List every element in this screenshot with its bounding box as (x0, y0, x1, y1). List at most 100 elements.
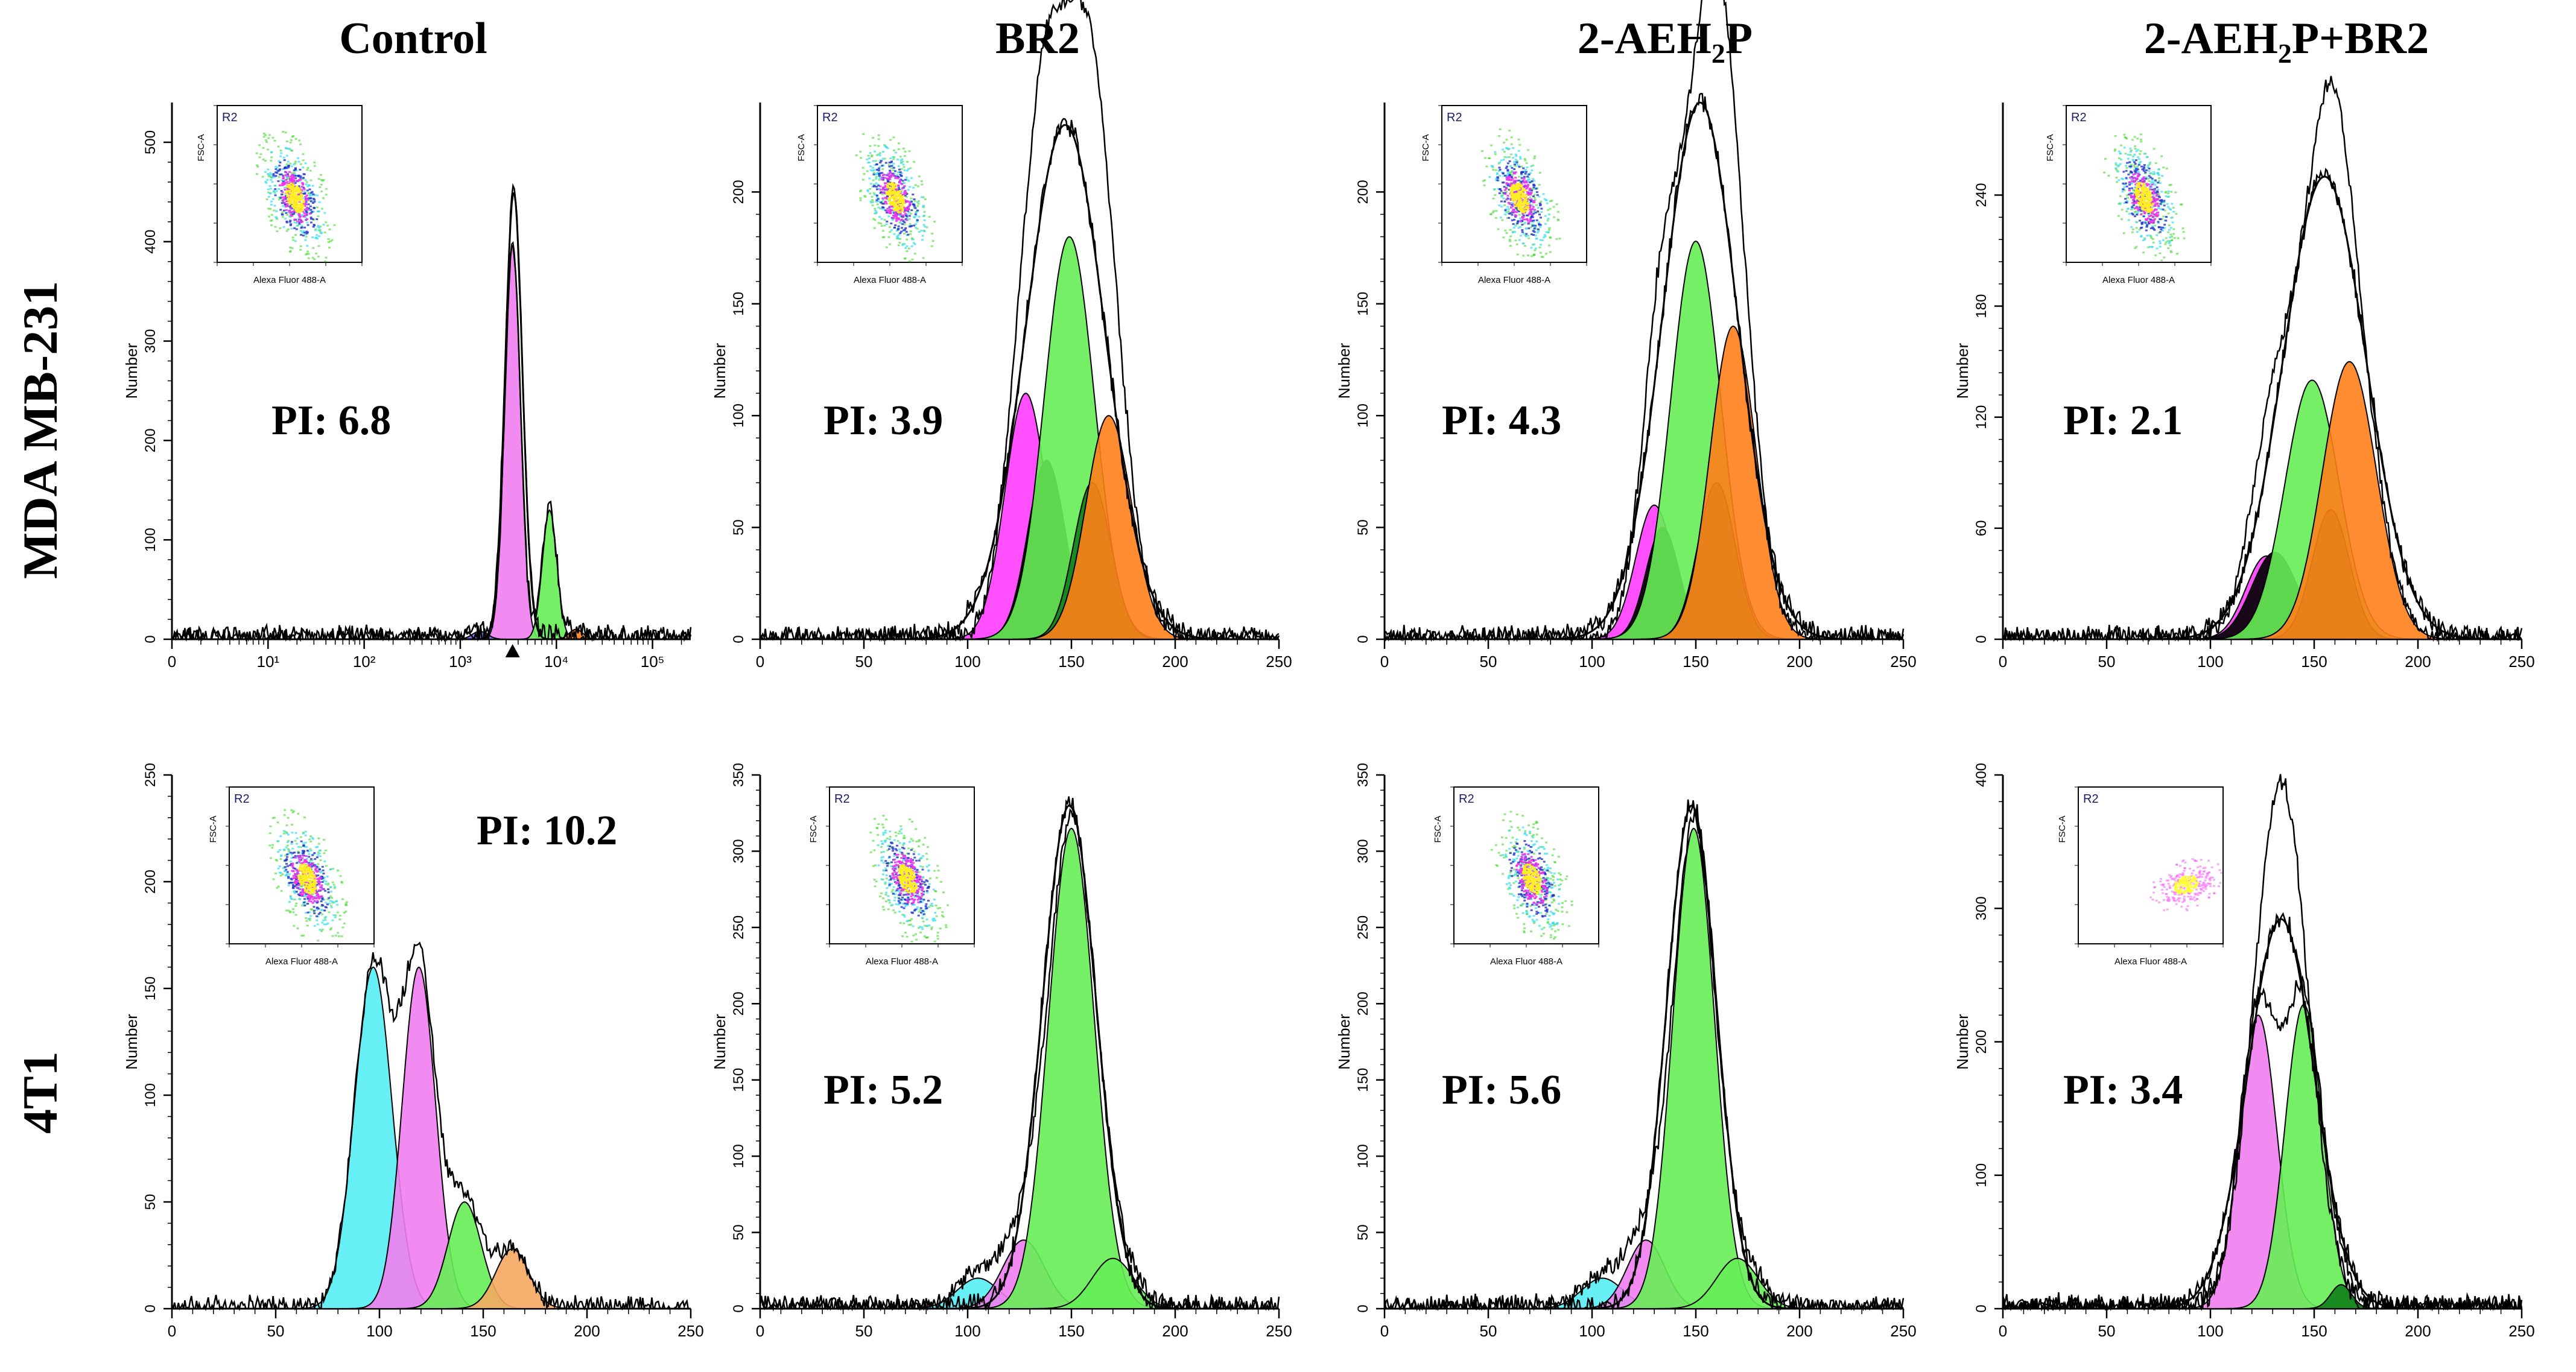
inset-event-dot (922, 876, 924, 878)
inset-event-dot (308, 900, 310, 902)
inset-event-dot (303, 867, 305, 868)
inset-event-dot (309, 835, 312, 837)
inset-event-dot (2128, 161, 2131, 163)
inset-event-dot (886, 221, 888, 223)
inset-event-dot (300, 864, 303, 866)
inset-event-dot (326, 876, 329, 877)
inset-event-dot (2137, 156, 2139, 158)
inset-event-dot (268, 134, 271, 136)
inset-event-dot (300, 230, 302, 232)
inset-event-dot (893, 136, 895, 138)
inset-event-dot (898, 242, 901, 244)
inset-event-dot (882, 834, 884, 836)
inset-event-dot (267, 168, 269, 170)
inset-event-dot (1518, 150, 1520, 152)
inset-event-dot (895, 835, 897, 837)
inset-event-dot (886, 877, 888, 879)
inset-event-dot (302, 935, 305, 937)
inset-event-dot (1497, 229, 1500, 230)
inset-event-dot (890, 162, 892, 163)
inset-event-dot (2154, 205, 2157, 207)
inset-event-dot (313, 852, 316, 854)
inset-event-dot (2160, 156, 2163, 157)
inset-event-dot (2165, 191, 2167, 192)
inset-event-dot (2146, 224, 2148, 226)
inset-event-dot (1532, 184, 1535, 186)
inset-event-dot (885, 162, 887, 163)
inset-event-dot (869, 832, 872, 833)
inset-event-dot (898, 849, 901, 850)
inset-event-dot (2143, 166, 2145, 168)
inset-event-dot (882, 897, 884, 899)
inset-event-dot (912, 194, 914, 195)
inset-event-dot (320, 900, 323, 902)
inset-event-dot (309, 841, 312, 842)
inset-event-dot (1535, 204, 1538, 206)
inset-event-dot (283, 157, 285, 159)
inset-event-dot (2159, 182, 2162, 184)
inset-event-dot (903, 182, 906, 184)
inset-event-dot (896, 191, 899, 192)
inset-event-dot (1490, 213, 1493, 215)
inset-event-dot (2180, 203, 2183, 205)
inset-event-dot (303, 861, 305, 863)
inset-event-dot (888, 900, 890, 902)
inset-event-dot (915, 227, 917, 229)
inset-event-dot (310, 221, 312, 223)
inset-event-dot (894, 212, 896, 214)
inset-event-dot (328, 247, 331, 248)
inset-event-dot (903, 221, 906, 223)
inset-event-dot (2132, 195, 2134, 197)
inset-event-dot (325, 902, 327, 903)
inset-event-dot (296, 225, 299, 227)
inset-event-dot (910, 924, 912, 926)
y-tick-label: 60 (1973, 520, 1990, 537)
inset-event-dot (315, 253, 317, 254)
inset-event-dot (310, 908, 312, 910)
inset-event-dot (308, 258, 310, 259)
inset-event-dot (300, 245, 302, 247)
inset-event-dot (2168, 207, 2171, 209)
inset-event-dot (1537, 230, 1540, 232)
inset-event-dot (1512, 206, 1514, 207)
y-tick-label: 100 (1355, 403, 1371, 428)
y-tick-label: 100 (142, 1083, 159, 1107)
inset-event-dot (895, 220, 898, 222)
inset-event-dot (875, 182, 878, 184)
inset-event-dot (1502, 236, 1505, 238)
inset-event-dot (934, 912, 936, 914)
inset-event-dot (300, 203, 303, 205)
inset-event-dot (915, 939, 918, 941)
inset-event-dot (292, 852, 294, 854)
inset-event-dot (918, 175, 921, 177)
inset-event-dot (346, 901, 348, 903)
inset-event-dot (291, 165, 293, 167)
inset-event-dot (915, 213, 917, 215)
inset-event-dot (884, 830, 887, 832)
inset-event-dot (2134, 148, 2137, 150)
inset-event-dot (328, 911, 331, 913)
inset-event-dot (298, 189, 300, 191)
inset-event-dot (303, 191, 306, 192)
inset-event-dot (924, 226, 926, 227)
y-tick-label: 500 (142, 130, 159, 154)
inset-event-dot (1530, 210, 1532, 212)
inset-event-dot (314, 865, 316, 867)
inset-event-dot (1532, 230, 1535, 232)
inset-event-dot (313, 162, 316, 163)
inset-event-dot (299, 880, 302, 882)
inset-event-dot (903, 923, 905, 925)
inset-event-dot (2157, 205, 2160, 207)
inset-event-dot (2162, 166, 2165, 168)
inset-event-dot (1517, 227, 1520, 229)
inset-event-dot (293, 227, 296, 229)
inset-event-dot (294, 167, 297, 169)
inset-event-dot (1515, 171, 1517, 173)
inset-event-dot (880, 840, 883, 842)
inset-event-dot (1553, 206, 1555, 208)
inset-event-dot (1510, 191, 1512, 192)
inset-event-dot (298, 195, 300, 197)
x-tick-label: 250 (1266, 653, 1292, 671)
inset-event-dot (286, 181, 288, 183)
inset-event-dot (265, 141, 268, 143)
